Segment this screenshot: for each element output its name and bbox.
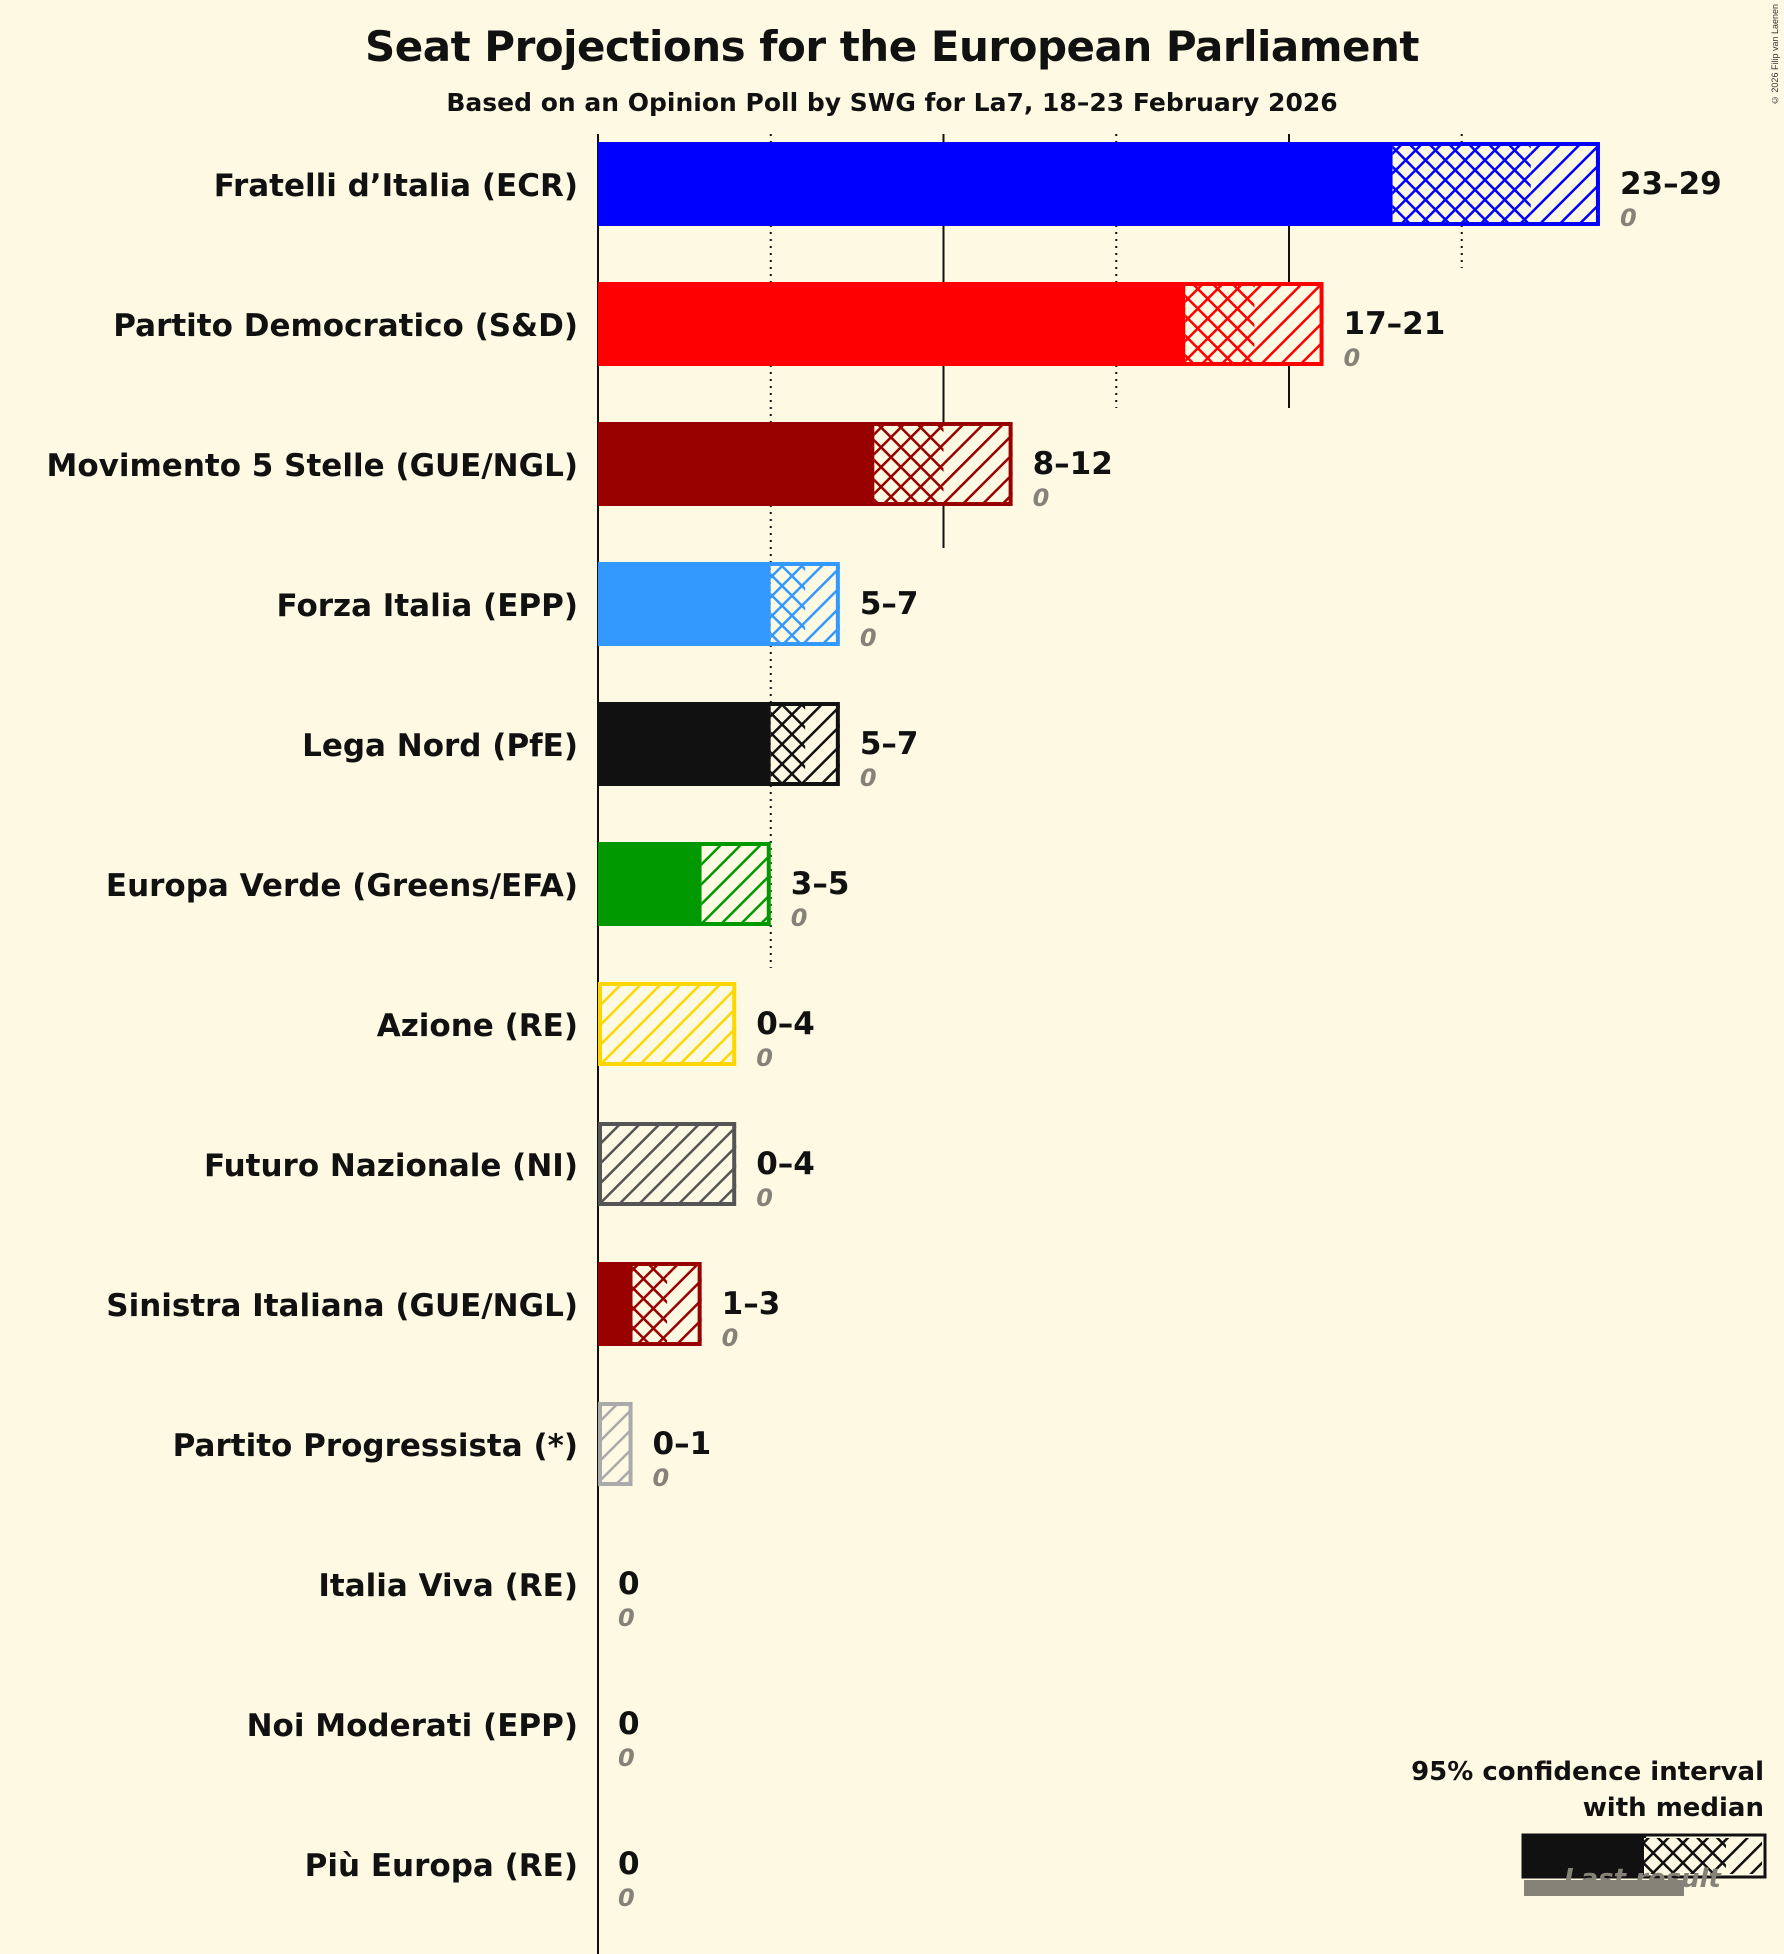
party-row: Partito Democratico (S&D) 17–210 bbox=[113, 282, 1445, 372]
party-label: Futuro Nazionale (NI) bbox=[204, 1148, 578, 1184]
bar-upper-ci bbox=[667, 1266, 702, 1342]
seat-range-label: 0 bbox=[618, 1846, 640, 1882]
bar-certain-range bbox=[598, 142, 1393, 226]
bar-certain-range bbox=[598, 702, 771, 786]
party-row: Più Europa (RE) 00 bbox=[305, 1846, 640, 1912]
party-label: Europa Verde (Greens/EFA) bbox=[106, 868, 578, 904]
bar-certain-range bbox=[598, 562, 771, 646]
legend-line-1: 95% confidence interval bbox=[1411, 1757, 1764, 1787]
bar-outline bbox=[598, 562, 840, 646]
party-row: Fratelli d’Italia (ECR) 23–290 bbox=[214, 142, 1722, 232]
party-row: Movimento 5 Stelle (GUE/NGL) 8–120 bbox=[47, 422, 1113, 512]
party-label: Partito Democratico (S&D) bbox=[113, 308, 578, 344]
party-row: Azione (RE) 0–40 bbox=[377, 982, 815, 1072]
party-row: Lega Nord (PfE) 5–70 bbox=[302, 702, 918, 792]
bar-lower-ci bbox=[874, 426, 944, 502]
last-result-label: 0 bbox=[653, 1464, 670, 1492]
party-row: Sinistra Italiana (GUE/NGL) 1–30 bbox=[106, 1262, 780, 1352]
bar-outline bbox=[598, 702, 840, 786]
seat-range-label: 17–21 bbox=[1344, 306, 1446, 342]
bar-outline bbox=[598, 842, 771, 926]
bar-upper-ci bbox=[598, 1126, 737, 1202]
last-result-label: 0 bbox=[1620, 204, 1637, 232]
bar-lower-ci bbox=[770, 706, 806, 782]
party-label: Azione (RE) bbox=[377, 1008, 578, 1044]
party-row: Forza Italia (EPP) 5–70 bbox=[277, 562, 919, 652]
bar-certain-range bbox=[598, 422, 875, 506]
party-label: Forza Italia (EPP) bbox=[277, 588, 578, 624]
bar-certain-range bbox=[598, 1262, 633, 1346]
seat-range-label: 5–7 bbox=[860, 726, 919, 762]
last-result-label: 0 bbox=[860, 624, 877, 652]
bar-outline bbox=[598, 282, 1324, 366]
bar-outline bbox=[598, 142, 1600, 226]
party-label: Partito Progressista (*) bbox=[173, 1428, 578, 1464]
bar-upper-ci bbox=[701, 846, 771, 922]
chart-subtitle: Based on an Opinion Poll by SWG for La7,… bbox=[446, 88, 1338, 117]
legend-swatch bbox=[1521, 1833, 1767, 1896]
bar-outline bbox=[598, 1402, 633, 1486]
last-result-label: 0 bbox=[618, 1744, 635, 1772]
seat-range-label: 5–7 bbox=[860, 586, 919, 622]
chart-title: Seat Projections for the European Parlia… bbox=[365, 22, 1419, 71]
last-result-label: 0 bbox=[618, 1604, 635, 1632]
seat-range-label: 3–5 bbox=[791, 866, 850, 902]
legend-line-2: with median bbox=[1582, 1793, 1764, 1823]
legend-last-result-label: Last result bbox=[1564, 1864, 1721, 1894]
seat-range-label: 0 bbox=[618, 1706, 640, 1742]
party-row: Italia Viva (RE) 00 bbox=[318, 1566, 639, 1632]
party-row: Partito Progressista (*) 0–10 bbox=[173, 1402, 712, 1492]
bar-upper-ci bbox=[943, 426, 1013, 502]
party-label: Più Europa (RE) bbox=[305, 1848, 578, 1884]
bar-certain-range bbox=[598, 282, 1186, 366]
bar-upper-ci bbox=[805, 706, 840, 782]
bar-lower-ci bbox=[1392, 146, 1531, 222]
last-result-label: 0 bbox=[791, 904, 808, 932]
bar-certain-range bbox=[598, 842, 702, 926]
seat-range-label: 0 bbox=[618, 1566, 640, 1602]
party-label: Fratelli d’Italia (ECR) bbox=[214, 168, 578, 204]
legend-last-result-bar bbox=[1524, 1880, 1684, 1896]
party-row: Noi Moderati (EPP) 00 bbox=[247, 1706, 640, 1772]
last-result-label: 0 bbox=[756, 1184, 773, 1212]
seat-range-label: 0–1 bbox=[653, 1426, 712, 1462]
bar-upper-ci bbox=[598, 986, 737, 1062]
last-result-label: 0 bbox=[722, 1324, 739, 1352]
bar-upper-ci bbox=[1530, 146, 1600, 222]
seat-range-label: 1–3 bbox=[722, 1286, 781, 1322]
bar-lower-ci bbox=[1185, 286, 1255, 362]
seat-range-label: 0–4 bbox=[756, 1006, 815, 1042]
party-label: Sinistra Italiana (GUE/NGL) bbox=[106, 1288, 578, 1324]
bar-outline bbox=[598, 422, 1013, 506]
last-result-label: 0 bbox=[1344, 344, 1361, 372]
last-result-label: 0 bbox=[860, 764, 877, 792]
party-label: Noi Moderati (EPP) bbox=[247, 1708, 578, 1744]
bar-lower-ci bbox=[632, 1266, 668, 1342]
bar-outline bbox=[598, 1262, 702, 1346]
bar-upper-ci bbox=[805, 566, 840, 642]
party-row: Futuro Nazionale (NI) 0–40 bbox=[204, 1122, 815, 1212]
bar-outline bbox=[598, 1122, 737, 1206]
party-label: Movimento 5 Stelle (GUE/NGL) bbox=[47, 448, 578, 484]
party-row: Europa Verde (Greens/EFA) 3–50 bbox=[106, 842, 850, 932]
last-result-label: 0 bbox=[618, 1884, 635, 1912]
bar-upper-ci bbox=[598, 1406, 633, 1482]
bar-outline bbox=[598, 982, 737, 1066]
seat-range-label: 0–4 bbox=[756, 1146, 815, 1182]
last-result-label: 0 bbox=[756, 1044, 773, 1072]
last-result-label: 0 bbox=[1033, 484, 1050, 512]
seat-range-label: 8–12 bbox=[1033, 446, 1113, 482]
party-label: Italia Viva (RE) bbox=[318, 1568, 578, 1604]
seat-range-label: 23–29 bbox=[1620, 166, 1722, 202]
party-label: Lega Nord (PfE) bbox=[302, 728, 578, 764]
legend-title: 95% confidence interval with median bbox=[1411, 1754, 1764, 1826]
bar-upper-ci bbox=[1254, 286, 1324, 362]
bar-lower-ci bbox=[770, 566, 806, 642]
